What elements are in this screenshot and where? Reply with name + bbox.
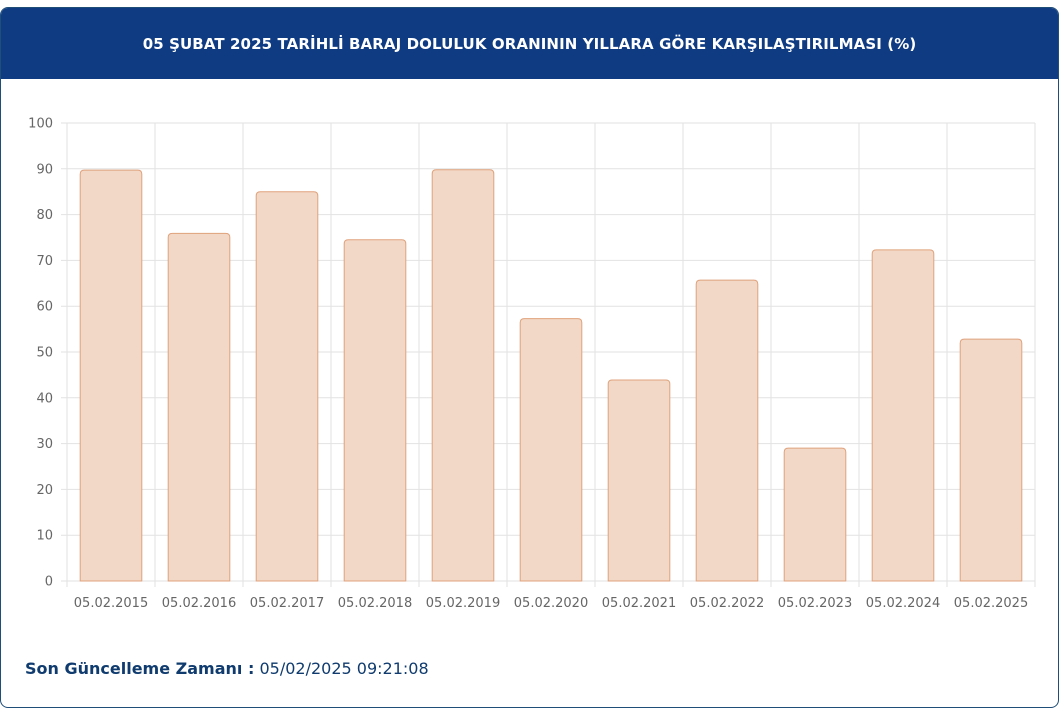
bar-05.02.2022[interactable] <box>695 279 759 582</box>
chart-card: 05 ŞUBAT 2025 TARİHLİ BARAJ DOLULUK ORAN… <box>0 7 1059 708</box>
bar-chart: 0 10 20 30 40 50 60 70 80 90 100 05.02.2015 05.02.20… <box>28 117 1036 611</box>
chart-title: 05 ŞUBAT 2025 TARİHLİ BARAJ DOLULUK ORAN… <box>142 34 917 53</box>
bar-05.02.2017[interactable] <box>255 191 319 582</box>
last-update: Son Güncelleme Zamanı : 05/02/2025 09:21… <box>25 659 429 678</box>
card-header: 05 ŞUBAT 2025 TARİHLİ BARAJ DOLULUK ORAN… <box>1 8 1058 79</box>
y-tick-label: 50 <box>36 346 53 361</box>
y-tick-label: 0 <box>45 575 53 590</box>
bar-05.02.2025[interactable] <box>959 338 1023 582</box>
y-tick-label: 40 <box>36 391 53 406</box>
bar-05.02.2021[interactable] <box>607 379 671 582</box>
y-tick-label: 20 <box>36 483 53 498</box>
bar-05.02.2020[interactable] <box>519 318 583 582</box>
x-tick-label: 05.02.2020 <box>514 596 588 611</box>
x-tick-label: 05.02.2021 <box>602 596 676 611</box>
y-tick-label: 10 <box>36 529 53 544</box>
last-update-value: 05/02/2025 09:21:08 <box>259 659 429 678</box>
x-tick-label: 05.02.2017 <box>250 596 324 611</box>
bar-05.02.2018[interactable] <box>343 239 407 582</box>
x-tick-label: 05.02.2018 <box>338 596 412 611</box>
last-update-label: Son Güncelleme Zamanı : <box>25 659 255 678</box>
y-tick-label: 30 <box>36 437 53 452</box>
y-tick-label: 90 <box>36 162 53 177</box>
x-tick-label: 05.02.2019 <box>426 596 500 611</box>
x-tick-label: 05.02.2024 <box>866 596 940 611</box>
bar-05.02.2023[interactable] <box>783 447 847 582</box>
bar-05.02.2024[interactable] <box>871 249 935 582</box>
x-tick-label: 05.02.2022 <box>690 596 764 611</box>
y-tick-label: 80 <box>36 208 53 223</box>
x-tick-label: 05.02.2025 <box>954 596 1028 611</box>
bar-05.02.2019[interactable] <box>431 169 495 582</box>
bar-05.02.2016[interactable] <box>167 232 231 582</box>
y-tick-label: 70 <box>36 254 53 269</box>
x-tick-label: 05.02.2023 <box>778 596 852 611</box>
y-tick-label: 100 <box>28 117 53 132</box>
x-tick-label: 05.02.2015 <box>74 596 148 611</box>
x-tick-label: 05.02.2016 <box>162 596 236 611</box>
y-tick-label: 60 <box>36 300 53 315</box>
bar-05.02.2015[interactable] <box>79 169 143 582</box>
